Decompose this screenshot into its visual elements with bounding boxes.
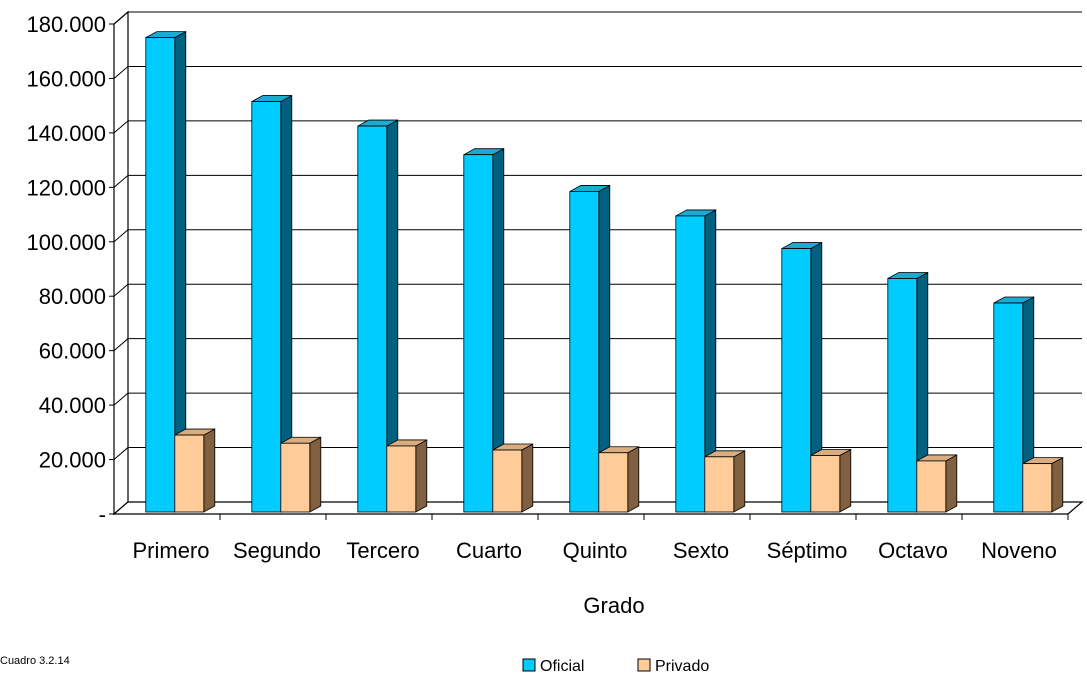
gridline-side xyxy=(113,66,129,79)
bar-front xyxy=(675,215,706,513)
gridline-side xyxy=(113,283,129,297)
bar-side xyxy=(1051,456,1064,513)
footnote: Cuadro 3.2.14 xyxy=(0,655,70,667)
legend-swatch-privado xyxy=(637,658,651,672)
x-axis-labels: Primero Segundo Tercero Cuarto Quinto Sexto Sé… xyxy=(132,514,1069,563)
x-tick-label: Quinto xyxy=(563,538,628,563)
bar-side xyxy=(203,428,216,513)
bar-privado xyxy=(386,439,428,513)
bar-side xyxy=(627,446,640,513)
gridline-side xyxy=(113,447,129,460)
bar-front xyxy=(781,248,812,513)
gridline-side xyxy=(113,229,129,243)
x-tick-label: Octavo xyxy=(878,538,948,563)
gridline-side xyxy=(113,338,129,352)
bar-oficial xyxy=(463,147,505,513)
bar-front xyxy=(810,455,841,513)
bar-front xyxy=(569,191,600,513)
bar-side xyxy=(839,448,852,513)
x-tick-label: Noveno xyxy=(981,538,1057,563)
bar-front xyxy=(145,37,176,513)
left-wall xyxy=(113,10,129,516)
bar-privado xyxy=(174,428,216,513)
y-tick-label: 80.000 xyxy=(39,284,106,309)
bar-privado xyxy=(1022,456,1064,513)
legend: Oficial Privado xyxy=(522,658,709,675)
legend-label-privado: Privado xyxy=(655,658,709,675)
bar-oficial xyxy=(781,241,823,513)
x-tick-label: Segundo xyxy=(233,538,321,563)
bar-privado xyxy=(916,454,958,513)
y-axis-ticks: - 20.000 40.000 60.000 80.000 100.000 120.000 1… xyxy=(26,12,114,527)
bar-privado xyxy=(280,436,322,513)
y-tick-label: 60.000 xyxy=(39,339,106,364)
gridline-side xyxy=(113,174,129,188)
bar-front xyxy=(386,445,417,513)
y-tick-label: - xyxy=(99,502,106,527)
bar-privado xyxy=(704,450,746,513)
y-tick-label: 40.000 xyxy=(39,393,106,418)
gridline-side xyxy=(113,392,129,406)
bar-front xyxy=(357,125,388,513)
y-tick-label: 100.000 xyxy=(26,230,106,255)
bar-side xyxy=(309,436,322,513)
x-tick-label: Séptimo xyxy=(767,538,848,563)
bar-privado xyxy=(810,448,852,513)
bar-front xyxy=(174,434,205,513)
y-tick-label: 20.000 xyxy=(39,448,106,473)
legend-label-oficial: Oficial xyxy=(540,658,584,675)
bar-oficial xyxy=(357,119,399,513)
bar-oficial xyxy=(251,94,293,513)
y-tick-label: 140.000 xyxy=(26,121,106,146)
bar-side xyxy=(521,443,534,513)
bar-oficial xyxy=(145,30,187,513)
bar-oficial xyxy=(675,209,717,513)
bar-front xyxy=(916,460,947,513)
bar-front xyxy=(704,456,735,513)
gridline-side xyxy=(113,120,129,134)
bar-privado xyxy=(492,443,534,513)
bar-front xyxy=(1022,463,1053,513)
bar-side xyxy=(415,439,428,513)
x-axis-title: Grado xyxy=(583,593,644,618)
bar-front xyxy=(887,278,918,513)
x-tick-label: Sexto xyxy=(673,538,729,563)
bar-side xyxy=(945,454,958,513)
bar-side xyxy=(733,450,746,513)
y-tick-label: 120.000 xyxy=(26,175,106,200)
bar-oficial xyxy=(993,296,1035,513)
bar-oficial xyxy=(569,184,611,513)
bar-front xyxy=(463,154,494,513)
bar-oficial xyxy=(887,271,929,513)
y-tick-label: 160.000 xyxy=(26,66,106,91)
legend-swatch-oficial xyxy=(522,658,536,672)
bar-front xyxy=(598,452,629,513)
x-tick-label: Tercero xyxy=(346,538,419,563)
bars xyxy=(145,30,1064,513)
bar-privado xyxy=(598,446,640,513)
gridline-side xyxy=(113,11,129,25)
bar-front xyxy=(280,442,311,513)
bar-front xyxy=(993,302,1024,513)
bar-front xyxy=(492,449,523,513)
x-tick-label: Primero xyxy=(132,538,209,563)
bar-front xyxy=(251,101,282,513)
y-tick-label: 180.000 xyxy=(26,12,106,37)
x-tick-label: Cuarto xyxy=(456,538,522,563)
